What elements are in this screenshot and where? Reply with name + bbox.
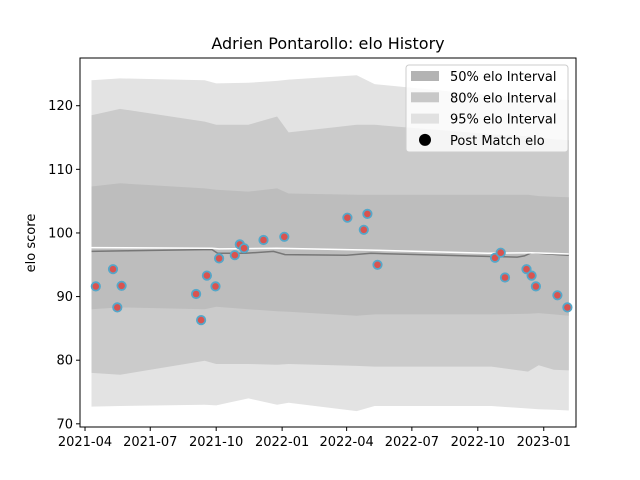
legend-label: 95% elo Interval bbox=[450, 113, 557, 128]
y-tick-label: 100 bbox=[48, 226, 73, 241]
post-match-point bbox=[196, 314, 207, 326]
y-tick-label: 90 bbox=[56, 290, 73, 305]
post-match-point bbox=[358, 224, 369, 235]
post-match-point bbox=[552, 290, 563, 301]
post-match-point bbox=[201, 270, 212, 281]
post-match-point bbox=[90, 281, 101, 292]
pre-match-elo-line bbox=[91, 246, 569, 255]
post-match-point bbox=[229, 250, 240, 261]
post-match-point bbox=[239, 243, 250, 254]
post-match-point bbox=[214, 253, 225, 264]
chart-title: Adrien Pontarollo: elo History bbox=[211, 34, 444, 53]
x-tick-label: 2022-07 bbox=[385, 435, 439, 450]
post-match-point bbox=[191, 288, 202, 300]
y-tick-label: 80 bbox=[56, 354, 73, 369]
post-match-point bbox=[495, 247, 506, 258]
post-match-point bbox=[258, 234, 269, 246]
legend-label: 50% elo Interval bbox=[450, 70, 557, 85]
legend-swatch bbox=[411, 92, 439, 103]
post-match-point bbox=[362, 208, 373, 219]
legend-swatch bbox=[411, 113, 439, 124]
legend-swatch bbox=[411, 71, 439, 81]
y-tick-label: 120 bbox=[48, 99, 73, 114]
x-tick-label: 2022-04 bbox=[319, 435, 373, 450]
x-tick-label: 2023-01 bbox=[517, 435, 571, 450]
post-match-point bbox=[279, 231, 290, 242]
post-match-point bbox=[562, 302, 573, 313]
post-match-point bbox=[372, 259, 383, 270]
y-axis: 70 80 90 100 110 120 bbox=[48, 99, 80, 432]
x-tick-label: 2021-07 bbox=[123, 435, 177, 450]
post-match-point bbox=[210, 281, 221, 292]
x-tick-label: 2021-10 bbox=[189, 435, 243, 450]
y-tick-label: 70 bbox=[56, 417, 73, 432]
rating-lines bbox=[91, 246, 569, 258]
plot-frame bbox=[79, 57, 577, 428]
post-match-point bbox=[499, 272, 511, 283]
legend-box bbox=[405, 64, 569, 153]
x-tick-label: 2021-04 bbox=[58, 435, 112, 450]
x-tick-label: 2022-01 bbox=[255, 435, 309, 450]
interval-bands bbox=[91, 75, 569, 412]
post-match-point bbox=[116, 280, 127, 291]
y-tick-label: 110 bbox=[48, 163, 73, 178]
post-match-point bbox=[107, 264, 119, 275]
post-match-point bbox=[112, 302, 123, 313]
legend: 50% elo Interval 80% elo Interval 95% elo … bbox=[405, 64, 569, 153]
post-match-points bbox=[90, 208, 573, 326]
x-tick-label: 2022-10 bbox=[451, 435, 505, 450]
post-match-point bbox=[342, 212, 353, 223]
post-match-point bbox=[521, 264, 532, 275]
legend-label: 80% elo Interval bbox=[450, 91, 557, 106]
plot-area bbox=[90, 75, 573, 412]
legend-label: Post Match elo bbox=[450, 134, 545, 149]
legend-marker bbox=[419, 133, 431, 146]
post-match-point bbox=[526, 270, 537, 281]
post-match-point bbox=[530, 281, 542, 292]
mean-elo-line bbox=[91, 248, 569, 258]
x-axis: 2021-04 2021-07 2021-10 2022-01 2022-04 2022-… bbox=[58, 427, 571, 450]
y-axis-label: elo score bbox=[24, 214, 39, 273]
